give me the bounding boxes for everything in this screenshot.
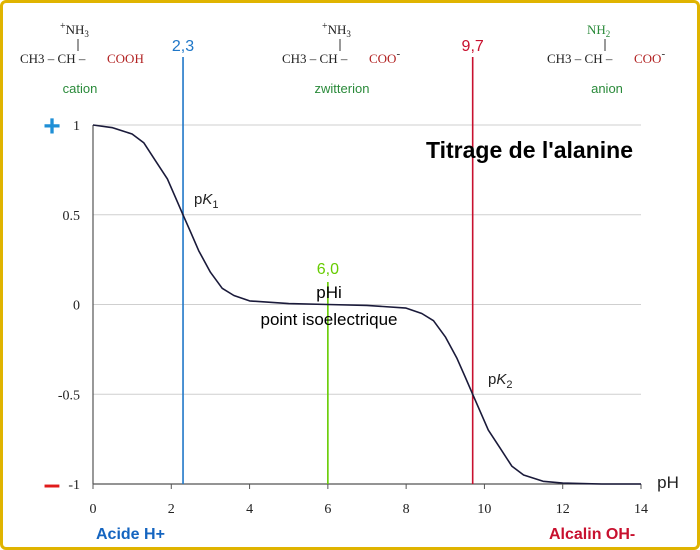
grid bbox=[93, 124, 641, 485]
y-tick-label: -0.5 bbox=[58, 388, 80, 403]
titration-curve bbox=[92, 124, 641, 485]
x-tick-label: 10 bbox=[477, 502, 491, 517]
minus-sign: – bbox=[44, 468, 61, 501]
species-name: cation bbox=[63, 81, 98, 96]
backbone: CH3 – CH – bbox=[547, 51, 613, 66]
species-anion: NH2 CH3 – CH – COO-anion bbox=[547, 22, 665, 96]
marker-label: 9,7 bbox=[462, 38, 484, 55]
acid-label: Acide H+ bbox=[96, 526, 165, 543]
x-tick-label: 8 bbox=[403, 502, 410, 517]
x-tick-label: 4 bbox=[246, 502, 253, 517]
marker-label: 2,3 bbox=[172, 38, 194, 55]
amino-group: +NH3 bbox=[60, 21, 89, 39]
phi-label: pHi bbox=[316, 283, 342, 302]
alkali-label: Alcalin OH- bbox=[549, 526, 635, 543]
chart-title: Titrage de l'alanine bbox=[426, 137, 633, 163]
x-tick-label: 6 bbox=[324, 502, 331, 517]
species-name: anion bbox=[591, 81, 623, 96]
amino-group: +NH3 bbox=[322, 21, 351, 39]
y-tick-label: 1 bbox=[73, 119, 80, 134]
species-structures: +NH3 CH3 – CH – COOH cation +NH3 CH3 – CH – CO… bbox=[20, 21, 665, 96]
carboxyl-group: COO- bbox=[634, 48, 665, 66]
species-cation: +NH3 CH3 – CH – COOH cation bbox=[20, 21, 144, 96]
axes: 1 0.5 0 -0.5 -1 0 2 4 6 8 10 12 14 bbox=[58, 119, 648, 517]
x-tick-label: 14 bbox=[634, 502, 648, 517]
pk1-annotation: pK1 bbox=[194, 191, 218, 211]
y-tick-label: -1 bbox=[68, 478, 80, 493]
species-zwitterion: +NH3 CH3 – CH – COO-zwitterion bbox=[282, 21, 400, 96]
isoelectric-point-label: point isoelectrique bbox=[260, 310, 397, 329]
x-tick-label: 2 bbox=[168, 502, 175, 517]
pk2-annotation: pK2 bbox=[488, 371, 512, 391]
carboxyl-group: COO- bbox=[369, 48, 400, 66]
marker-label: 6,0 bbox=[317, 261, 339, 278]
x-tick-label: 0 bbox=[90, 502, 97, 517]
y-tick-label: 0.5 bbox=[63, 209, 81, 224]
x-axis-label: pH bbox=[657, 473, 679, 492]
species-name: zwitterion bbox=[315, 81, 370, 96]
marker-lines: 2,3 6,0 9,7 bbox=[172, 38, 484, 484]
amino-group: NH2 bbox=[587, 22, 610, 39]
plus-sign: + bbox=[43, 110, 61, 143]
y-tick-label: 0 bbox=[73, 299, 80, 314]
backbone: CH3 – CH – bbox=[20, 51, 86, 66]
x-tick-label: 12 bbox=[556, 502, 570, 517]
carboxyl-group: COOH bbox=[107, 51, 144, 66]
backbone: CH3 – CH – bbox=[282, 51, 348, 66]
